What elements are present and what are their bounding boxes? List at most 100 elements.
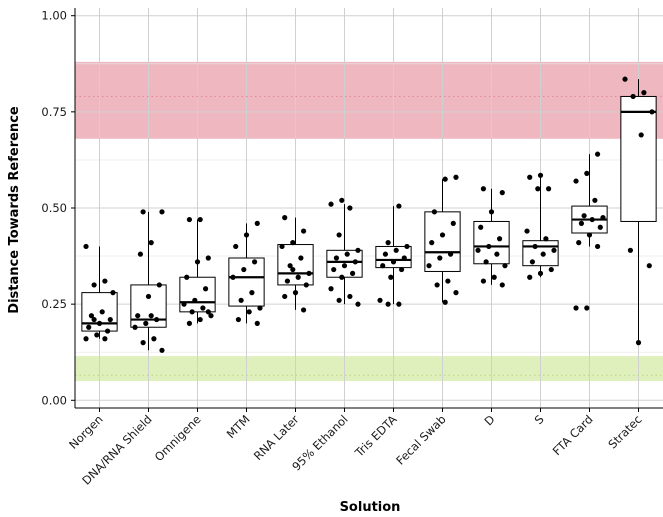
data-point	[540, 251, 546, 257]
box-dna-rna-shield	[130, 211, 167, 351]
data-point	[404, 243, 410, 250]
points-dna-rna-shield	[132, 209, 165, 353]
data-point	[380, 263, 386, 269]
data-point	[592, 197, 598, 203]
data-point	[186, 216, 193, 223]
reference-bands	[75, 61, 663, 382]
data-point	[156, 282, 162, 288]
y-tick-labels: 0.00 0.25 0.50 0.75 1.00	[41, 9, 67, 408]
data-point	[303, 282, 309, 288]
data-point	[306, 270, 312, 276]
data-point	[573, 305, 579, 311]
data-point	[94, 332, 100, 338]
data-point	[453, 174, 459, 180]
data-point	[290, 240, 296, 246]
points-stratec	[622, 76, 655, 346]
data-point	[524, 228, 530, 234]
points-s	[524, 172, 557, 280]
data-point	[635, 340, 642, 346]
data-point	[597, 224, 603, 230]
data-point	[83, 243, 89, 250]
data-point	[243, 232, 250, 238]
data-point	[478, 224, 484, 230]
data-point	[137, 251, 144, 257]
data-point	[328, 286, 334, 292]
data-point	[382, 251, 389, 257]
x-tick-label: Fecal Swab	[393, 412, 448, 467]
data-point	[453, 290, 459, 296]
data-point	[649, 109, 655, 115]
reference-lines	[75, 95, 663, 376]
data-point	[249, 290, 255, 296]
data-point	[390, 259, 397, 265]
box-omnigene	[179, 219, 216, 324]
x-tick-label: Stratec	[605, 412, 644, 451]
data-point	[491, 274, 497, 280]
box-iqr	[277, 244, 314, 286]
data-point	[328, 201, 334, 207]
data-point	[622, 76, 628, 82]
data-point	[246, 309, 252, 315]
data-point	[197, 316, 203, 323]
data-point	[282, 293, 288, 300]
data-point	[186, 320, 193, 326]
data-point	[148, 313, 154, 319]
data-point	[298, 255, 304, 261]
data-point	[431, 209, 438, 215]
data-point	[502, 263, 508, 269]
y-tick-label: 0.00	[41, 393, 67, 407]
data-point	[347, 205, 353, 211]
data-point	[480, 278, 487, 284]
points-norgen	[83, 243, 116, 342]
data-point	[279, 243, 285, 250]
y-tick-label: 0.75	[41, 105, 67, 119]
data-point	[573, 178, 579, 184]
x-tick-label: Tris EDTA	[352, 412, 400, 460]
data-point	[349, 270, 356, 276]
data-point	[238, 297, 244, 303]
data-point	[475, 247, 481, 253]
y-tick-label: 0.50	[41, 201, 67, 215]
data-point	[543, 236, 549, 242]
data-point	[336, 232, 342, 238]
box-iqr	[522, 240, 559, 267]
data-point	[300, 228, 307, 234]
data-point	[290, 266, 296, 273]
data-point	[499, 190, 505, 196]
data-point	[594, 151, 601, 157]
axes	[71, 8, 663, 412]
data-point	[594, 243, 601, 250]
data-point	[295, 274, 301, 280]
data-point	[107, 316, 113, 323]
data-point	[143, 320, 149, 326]
data-point	[532, 243, 538, 250]
data-point	[282, 215, 288, 221]
data-point	[132, 324, 138, 330]
data-point	[347, 293, 353, 300]
data-point	[646, 263, 652, 269]
data-point	[205, 309, 211, 315]
y-tick-label: 1.00	[41, 9, 67, 23]
green-band	[75, 356, 663, 382]
data-point	[102, 278, 108, 284]
data-point	[88, 313, 95, 319]
data-point	[208, 313, 214, 319]
data-point	[429, 240, 435, 246]
data-point	[251, 259, 258, 265]
boxes	[81, 79, 657, 351]
data-point	[581, 213, 587, 219]
data-point	[545, 186, 552, 192]
data-point	[159, 209, 165, 215]
data-point	[388, 274, 394, 280]
data-point	[102, 336, 108, 342]
x-tick-label: D	[481, 412, 497, 428]
data-point	[341, 263, 348, 269]
box-iqr	[130, 284, 167, 328]
x-tick-label: S	[532, 412, 547, 427]
data-point	[284, 278, 291, 284]
data-point	[110, 290, 116, 296]
data-point	[333, 255, 340, 261]
data-point	[254, 220, 260, 226]
data-point	[447, 251, 454, 257]
